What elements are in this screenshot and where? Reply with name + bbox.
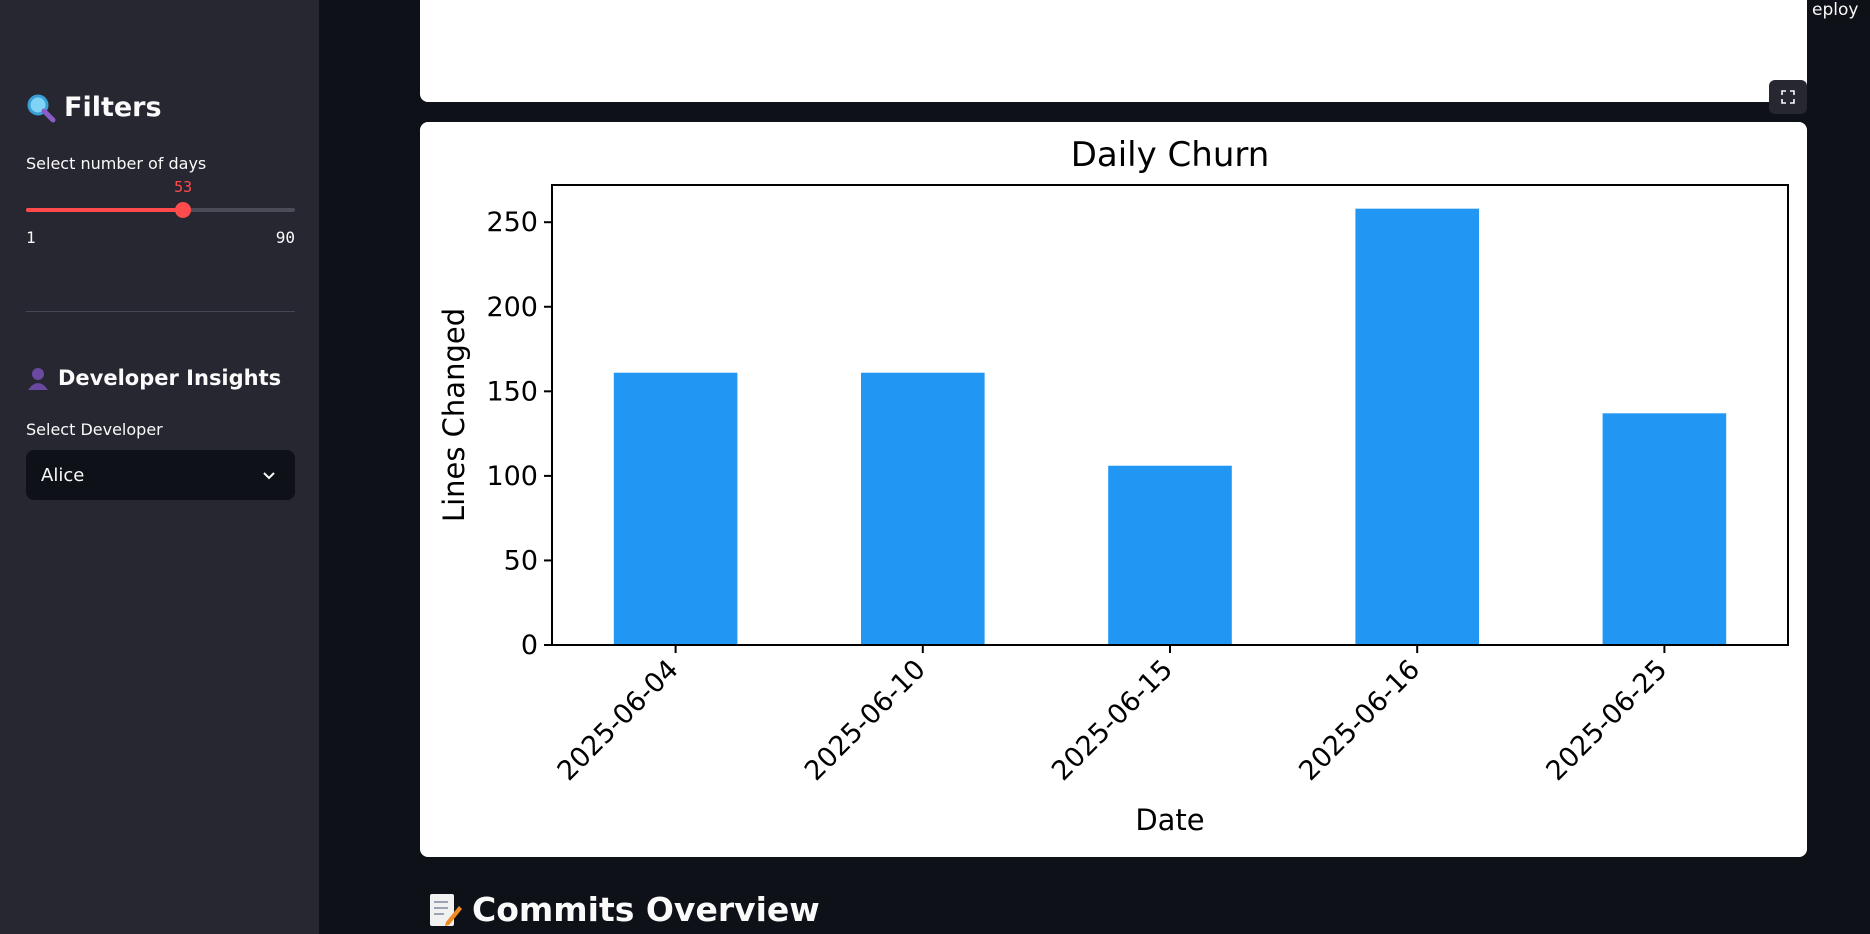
bar-2025-06-25 — [1602, 413, 1727, 645]
sidebar-divider — [26, 311, 295, 312]
bar-2025-06-15 — [1108, 465, 1232, 645]
chart-canvas: Daily Churn 0 50 100 150 200 250 2025-06-04 2025… — [437, 135, 1789, 837]
commits-overview-title: Commits Overview — [472, 890, 820, 929]
chart-title: Daily Churn — [1071, 135, 1270, 175]
developer-select[interactable]: Alice — [26, 450, 295, 500]
y-axis-label: Lines Changed — [437, 308, 471, 522]
chevron-down-icon — [263, 472, 275, 480]
developer-select-value: Alice — [41, 464, 85, 486]
days-slider-fill — [26, 208, 184, 212]
memo-icon — [430, 893, 462, 926]
bar-2025-06-16 — [1355, 208, 1479, 646]
developer-insights-title: Developer Insights — [58, 366, 282, 390]
days-slider[interactable]: 53 — [26, 178, 295, 218]
x-tick-label-2025-06-04: 2025-06-04 — [552, 654, 685, 787]
developer-insights-heading: Developer Insights — [26, 366, 281, 390]
commits-overview-heading: Commits Overview — [428, 890, 820, 929]
bar-2025-06-04 — [613, 372, 738, 645]
daily-churn-chart: Daily Churn 0 50 100 150 200 250 2025-06-04 2025… — [420, 122, 1807, 857]
y-tick-label-50: 50 — [504, 545, 538, 576]
filters-heading: Filters — [26, 92, 162, 123]
days-slider-max: 90 — [275, 228, 295, 247]
x-tick-label-2025-06-10: 2025-06-10 — [799, 654, 932, 787]
days-slider-min: 1 — [26, 228, 36, 247]
magnifier-icon — [27, 94, 56, 122]
filters-title: Filters — [64, 92, 162, 123]
days-slider-value: 53 — [174, 178, 193, 196]
user-icon — [28, 368, 48, 390]
fullscreen-button[interactable] — [1769, 80, 1807, 114]
bar-2025-06-10 — [861, 372, 985, 645]
expand-icon — [1781, 90, 1795, 104]
developer-select-label: Select Developer — [26, 420, 163, 439]
x-axis-label: Date — [1135, 803, 1204, 837]
y-tick-label-150: 150 — [486, 376, 538, 407]
y-tick-label-100: 100 — [486, 461, 538, 492]
days-slider-label: Select number of days — [26, 154, 207, 173]
deploy-button[interactable]: eploy — [1812, 0, 1859, 20]
y-tick-label-250: 250 — [486, 207, 538, 238]
x-tick-label-2025-06-15: 2025-06-15 — [1046, 654, 1179, 787]
y-tick-label-200: 200 — [486, 292, 538, 323]
previous-chart-card — [420, 0, 1807, 102]
y-tick-label-0: 0 — [521, 630, 538, 661]
sidebar: Filters Select number of days 53 1 90 De… — [0, 0, 319, 934]
days-slider-thumb[interactable] — [175, 202, 192, 218]
x-tick-label-2025-06-25: 2025-06-25 — [1540, 654, 1673, 787]
x-tick-label-2025-06-16: 2025-06-16 — [1293, 654, 1426, 787]
